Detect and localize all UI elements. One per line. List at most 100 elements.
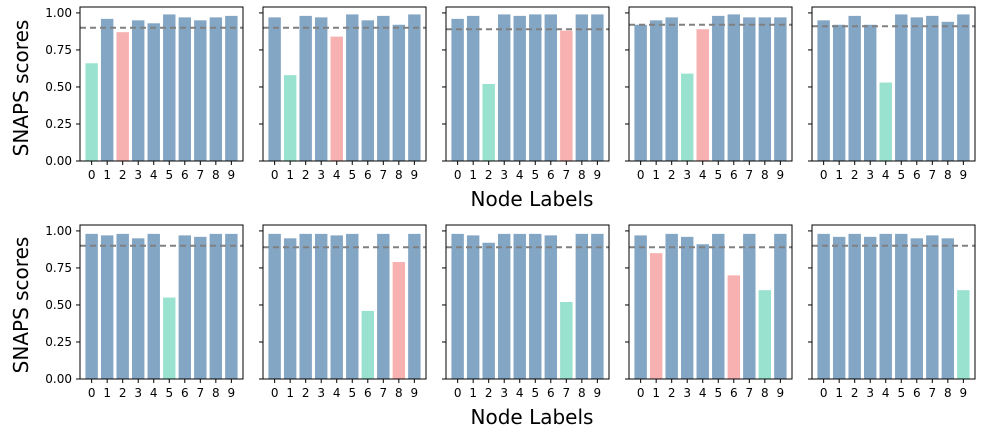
bar [957,14,969,161]
bar [665,234,677,379]
x-tick-label: 1 [652,386,660,400]
x-tick-label: 1 [469,168,477,182]
bar [895,234,907,379]
bar [163,298,175,379]
x-tick-label: 7 [928,386,936,400]
x-tick-label: 7 [379,386,387,400]
bar [880,83,892,161]
x-tick-label: 7 [745,386,753,400]
x-tick-label: 0 [820,168,828,182]
x-tick-label: 1 [103,168,111,182]
x-tick-label: 7 [196,386,204,400]
bar [650,253,662,379]
x-tick-label: 7 [562,168,570,182]
x-tick-label: 1 [286,168,294,182]
x-tick-label: 4 [333,386,341,400]
bar [179,235,191,379]
y-tick-label: 0.00 [45,372,72,386]
bar [299,16,311,161]
x-tick-label: 8 [761,168,769,182]
bar [529,14,541,161]
x-tick-label: 2 [302,386,310,400]
y-axis-label-bottom: SNAPS scores [9,237,33,374]
x-tick-label: 2 [851,386,859,400]
bar [467,16,479,161]
x-tick-label: 5 [531,386,539,400]
x-tick-label: 2 [851,168,859,182]
bar [362,20,374,161]
bar [545,235,557,379]
y-tick-label: 0.00 [45,154,72,168]
x-tick-label: 1 [652,168,660,182]
bar [576,14,588,161]
x-tick-label: 3 [134,386,142,400]
bar [346,234,358,379]
bar [451,234,463,379]
bar [743,17,755,161]
x-tick-label: 4 [699,168,707,182]
x-tick-label: 3 [500,168,508,182]
bar [101,19,113,161]
bar [591,14,603,161]
x-tick-label: 5 [165,386,173,400]
subplot-5: 0123456789 [808,7,975,182]
bar [697,244,709,379]
x-tick-label: 7 [745,168,753,182]
x-tick-label: 0 [637,168,645,182]
bar [331,37,343,161]
bar [194,237,206,379]
bar [85,234,97,379]
x-axis-label-bottom: Node Labels [471,405,594,429]
x-tick-label: 1 [835,386,843,400]
bar [467,235,479,379]
x-tick-label: 6 [913,386,921,400]
x-tick-label: 4 [882,168,890,182]
bar [451,19,463,161]
x-tick-label: 3 [683,168,691,182]
x-tick-label: 9 [594,386,602,400]
x-tick-label: 0 [454,168,462,182]
y-tick-label: 0.50 [45,298,72,312]
x-tick-label: 8 [395,386,403,400]
x-tick-label: 8 [944,386,952,400]
x-tick-label: 4 [150,168,158,182]
x-tick-label: 9 [228,386,236,400]
bar [148,23,160,161]
y-tick-label: 0.25 [45,117,72,131]
bar [194,20,206,161]
bar [926,16,938,161]
bar [408,14,420,161]
bar [514,16,526,161]
subplot-1: 0 1 2 3 4 5 6 7 8 9 0.00 0.25 0.50 0.75 1.00 [45,6,243,182]
bar [393,262,405,379]
bar [697,29,709,161]
bar [482,243,494,379]
bar [101,235,113,379]
bar [681,74,693,161]
bar [498,234,510,379]
bar [529,234,541,379]
x-tick-label: 2 [119,168,127,182]
bar [957,290,969,379]
y-tick-label: 0.50 [45,80,72,94]
x-tick-label: 5 [897,386,905,400]
x-tick-label: 8 [761,386,769,400]
bar [132,238,144,379]
bar [179,17,191,161]
bar [225,234,237,379]
bar [393,25,405,161]
bar [408,234,420,379]
bar [728,275,740,379]
bar [911,17,923,161]
x-tick-label: 5 [897,168,905,182]
bar [148,234,160,379]
x-tick-label: 2 [119,386,127,400]
bar [315,17,327,161]
x-tick-label: 8 [944,168,952,182]
y-tick-label: 0.75 [45,43,72,57]
bar [85,63,97,161]
x-tick-label: 7 [562,386,570,400]
